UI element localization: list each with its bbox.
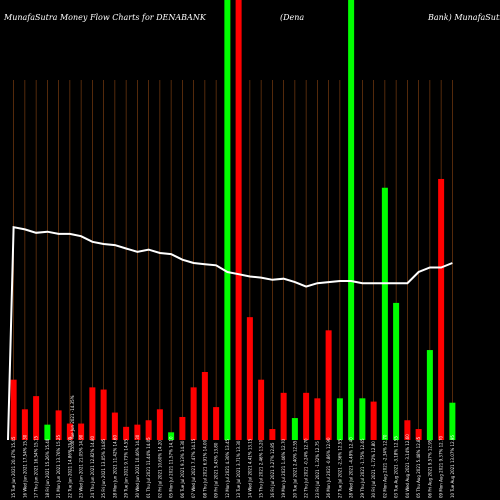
price-series-line bbox=[7, 225, 453, 441]
x-tick-label: 09 Fri Jul 2021 5.43% 13.80 bbox=[214, 442, 219, 498]
x-tick-label: 08 Thu Jul 2021 6.91% 14.00 bbox=[202, 439, 207, 498]
money-flow-bar bbox=[235, 0, 242, 440]
x-tick-label: 21 Mon Jun 2021 13.76% 15.25 bbox=[56, 435, 61, 498]
money-flow-bar bbox=[404, 420, 411, 440]
x-tick-label: 15 Thu Jul 2021 2.46% 13.20 bbox=[259, 439, 264, 498]
money-flow-bar bbox=[438, 178, 445, 440]
money-flow-bar bbox=[381, 187, 388, 440]
x-tick-label: 12 Mon Jul 2021 4.30% 13.45 bbox=[225, 439, 230, 499]
money-flow-bar bbox=[336, 398, 343, 440]
money-flow-bar bbox=[168, 432, 175, 440]
x-tick-label: 16 Fri Jul 2021 3.27% 12.85 bbox=[270, 442, 275, 498]
x-tick-label: 26 Mon Jul 2021 -0.86% 12.90 bbox=[326, 437, 331, 498]
x-tick-label: 16 Wed Jun 2021 17.54% 15.30 bbox=[22, 434, 27, 498]
money-flow-bar bbox=[303, 392, 310, 440]
money-flow-bar bbox=[348, 0, 355, 440]
x-tick-label: 09 Mon Aug 2021 9.37% 12.70 bbox=[439, 436, 444, 498]
x-tick-label: 29 Tue Jun 2021 9.73% 14.55 bbox=[124, 439, 129, 498]
x-tick-label: 15 Tue Jun 2021 20.47% 15.45 bbox=[11, 436, 16, 498]
x-tick-label: 13 Tue Jul 2021 3.71% 13.30 bbox=[236, 440, 241, 498]
x-tick-label: 30 Wed Jun 2021 10.46% 14.30 bbox=[135, 434, 140, 498]
x-tick-label: 27 Tue Jul 2021 -2.36% 12.55 bbox=[337, 439, 342, 498]
money-flow-bar bbox=[415, 429, 422, 440]
x-tick-label: 05 Thu Aug 2021 5.48% 12.85 bbox=[416, 436, 421, 498]
x-tick-label: 18 Fri Jun 2021 15.26% 15.40 bbox=[45, 438, 50, 498]
money-flow-bar bbox=[190, 387, 197, 440]
money-flow-bar bbox=[314, 398, 321, 440]
money-flow-bar bbox=[100, 389, 107, 440]
money-flow-bar bbox=[269, 429, 276, 440]
x-tick-label: 10 Tue Aug 2021 13.07% 12.95 bbox=[450, 435, 455, 498]
money-flow-bar bbox=[179, 416, 186, 440]
money-flow-bar bbox=[145, 420, 152, 440]
money-flow-bar bbox=[213, 407, 220, 440]
money-flow-bars bbox=[10, 0, 456, 440]
money-flow-bar bbox=[10, 379, 17, 440]
price-line bbox=[7, 225, 453, 441]
money-flow-bar bbox=[246, 317, 253, 440]
money-flow-bar bbox=[426, 350, 433, 440]
x-tick-label: 22 Thu Jul 2021 -0.24% 12.70 bbox=[304, 438, 309, 498]
money-flow-bar bbox=[55, 410, 62, 440]
money-flow-bar bbox=[66, 423, 73, 440]
x-tick-label: 20 Tue Jul 2021 2.40% 12.55 bbox=[292, 440, 297, 498]
chart-title: MunafaSutra Money Flow Charts for DENABA… bbox=[3, 13, 207, 22]
x-tick-label: 28 Wed Jul 2021 -4.49% 12.40 bbox=[349, 437, 354, 498]
x-tick-label: 02 Mon Aug 2021 -2.34% 12.70 bbox=[382, 434, 387, 498]
money-flow-bar bbox=[156, 409, 163, 440]
extra-tick-label: 15.00 Tue Jun 2021 -14.35% bbox=[70, 395, 75, 452]
money-flow-bar bbox=[370, 401, 377, 440]
money-flow-bar bbox=[111, 412, 118, 440]
money-flow-bar bbox=[325, 330, 332, 440]
x-tick-label: 02 Fri Jul 2021 10.60% 14.20 bbox=[157, 440, 162, 498]
x-tick-label: 06 Tue Jul 2021 9.13% 14.30 bbox=[180, 440, 185, 498]
x-tick-label: 24 Thu Jun 2021 12.82% 14.80 bbox=[90, 435, 95, 498]
money-flow-bar bbox=[89, 387, 96, 440]
money-flow-bar bbox=[134, 424, 141, 440]
money-flow-bar bbox=[280, 392, 287, 440]
money-flow-bar bbox=[78, 423, 85, 440]
x-tick-label: 05 Mon Jul 2021 11.57% 14.10 bbox=[169, 436, 174, 498]
x-tick-label: 22 Tue Jun 2021 14.86% 15.05 bbox=[67, 436, 72, 498]
money-flow-bar bbox=[258, 379, 265, 440]
x-tick-label: 14 Wed Jul 2021 4.41% 13.15 bbox=[247, 438, 252, 498]
chart-title-far: Bank) MunafaSutra.com bbox=[427, 13, 500, 22]
x-tick-label: 17 Thu Jun 2021 16.54% 15.15 bbox=[34, 435, 39, 498]
x-tick-label: 30 Fri Jul 2021 -1.72% 12.80 bbox=[371, 441, 376, 498]
x-tick-label: 01 Thu Jul 2021 11.44% 14.05 bbox=[146, 437, 151, 498]
x-tick-label: 07 Wed Jul 2021 7.47% 14.15 bbox=[191, 438, 196, 498]
x-tick-label: 19 Mon Jul 2021 1.46% 12.70 bbox=[281, 439, 286, 499]
x-tick-label: 04 Wed Aug 2021 -3.14% 12.60 bbox=[405, 434, 410, 498]
money-flow-bar bbox=[21, 409, 28, 440]
money-flow-bar bbox=[201, 372, 208, 440]
money-flow-bar bbox=[393, 302, 400, 440]
money-flow-bar bbox=[44, 424, 51, 440]
x-tick-label: 29 Thu Jul 2021 -1.75% 12.65 bbox=[360, 438, 365, 498]
x-tick-label: 23 Wed Jun 2021 21.05% 14.90 bbox=[79, 434, 84, 498]
x-tick-label: 03 Tue Aug 2021 -3.18% 12.55 bbox=[394, 436, 399, 498]
money-flow-bar bbox=[123, 426, 130, 440]
money-flow-bar bbox=[291, 418, 298, 440]
chart-title-right: (Dena bbox=[280, 13, 304, 22]
money-flow-bar bbox=[224, 0, 231, 440]
x-tick-label: 28 Mon Jun 2021 11.42% 14.60 bbox=[112, 435, 117, 498]
x-tick-labels: 15 Tue Jun 2021 20.47% 15.45 16 Wed Jun 2… bbox=[11, 434, 455, 498]
money-flow-bar bbox=[359, 398, 366, 440]
money-flow-bar bbox=[449, 402, 456, 440]
x-tick-label: 06 Fri Aug 2021 9.57% 12.95 bbox=[427, 439, 432, 498]
x-tick-label: 25 Fri Jun 2021 13.05% 14.85 bbox=[101, 438, 106, 498]
x-tick-label: 23 Fri Jul 2021 -1.32% 12.75 bbox=[315, 441, 320, 498]
money-flow-bar bbox=[33, 396, 40, 440]
